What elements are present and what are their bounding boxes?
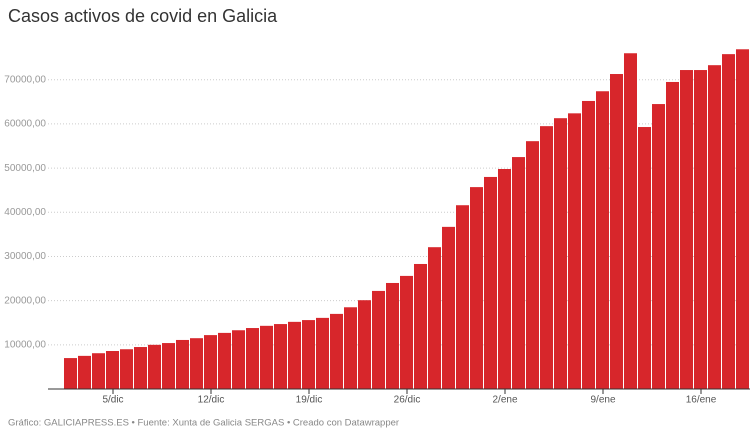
bar	[484, 176, 497, 389]
bar	[582, 100, 595, 390]
bar	[456, 205, 469, 389]
footer: Gráfico: GALICIAPRESS.ES • Fuente: Xunta…	[8, 418, 399, 429]
bar	[330, 313, 343, 389]
x-tick-label: 9/ene	[590, 395, 615, 406]
bar	[218, 332, 231, 389]
bar	[204, 335, 217, 389]
y-tick-label: 10000,00	[4, 339, 46, 350]
bar	[120, 349, 133, 389]
bar	[78, 355, 91, 389]
bar	[302, 320, 315, 389]
y-tick-label: 40000,00	[4, 207, 46, 218]
bar	[694, 70, 707, 390]
y-tick-label: 20000,00	[4, 295, 46, 306]
bar	[512, 157, 525, 389]
y-tick-label: 50000,00	[4, 163, 46, 174]
x-tick-label: 12/dic	[198, 395, 225, 406]
x-tick-label: 19/dic	[296, 395, 323, 406]
bar	[134, 347, 147, 389]
bar	[526, 141, 539, 389]
bar	[246, 328, 259, 389]
y-tick-label: 30000,00	[4, 251, 46, 262]
bar	[274, 324, 287, 389]
bar	[372, 290, 385, 389]
bar	[722, 54, 735, 389]
bar	[400, 275, 413, 389]
bar	[428, 247, 441, 389]
bar	[554, 118, 567, 390]
bar	[190, 338, 203, 389]
bar	[288, 321, 301, 389]
bar	[386, 282, 399, 389]
bar	[736, 49, 749, 389]
bar	[442, 226, 455, 389]
bar	[232, 330, 245, 389]
bar	[260, 325, 273, 389]
bar	[708, 65, 721, 389]
y-tick-label: 70000,00	[4, 74, 46, 85]
bar	[176, 339, 189, 389]
x-tick-label: 2/ene	[492, 395, 517, 406]
bar	[624, 53, 637, 389]
bar	[610, 74, 623, 390]
bar	[64, 358, 77, 389]
bar	[470, 187, 483, 389]
bar	[498, 168, 511, 389]
bar	[106, 351, 119, 389]
bar	[92, 353, 105, 389]
bar	[358, 300, 371, 389]
bar	[680, 70, 693, 390]
bar	[638, 127, 651, 389]
x-tick-label: 16/ene	[686, 395, 717, 406]
bar	[540, 126, 553, 389]
bar	[316, 317, 329, 389]
bar	[162, 343, 175, 389]
bar	[568, 113, 581, 390]
bar	[596, 91, 609, 389]
x-tick-label: 26/dic	[394, 395, 421, 406]
bar	[414, 263, 427, 389]
y-tick-label: 60000,00	[4, 119, 46, 130]
x-tick-label: 5/dic	[102, 395, 123, 406]
bar	[344, 307, 357, 389]
bar	[148, 344, 161, 389]
bar	[666, 81, 679, 389]
bar	[652, 104, 665, 390]
chart-title: Casos activos de covid en Galicia	[8, 6, 278, 26]
